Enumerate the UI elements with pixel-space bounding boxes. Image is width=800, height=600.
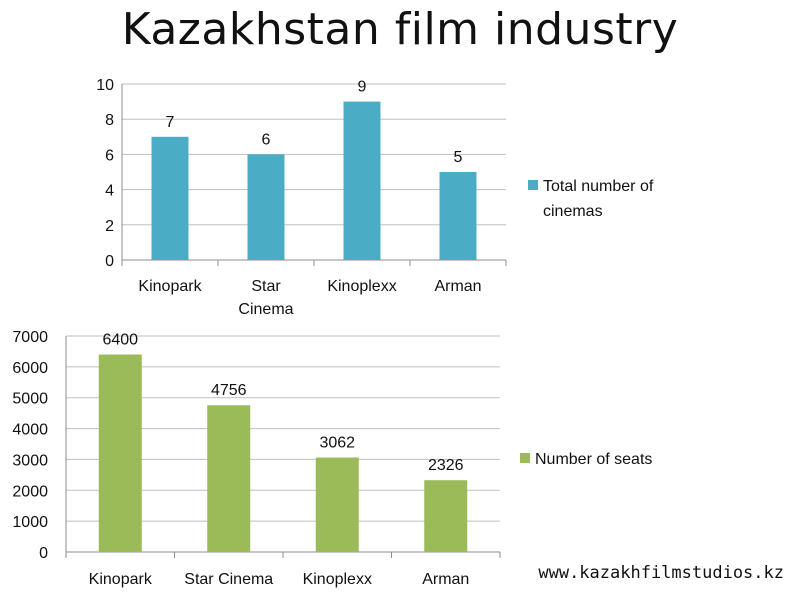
legend-label: Number of seats [535, 451, 652, 468]
slide-title: Kazakhstan film industry [121, 4, 679, 55]
y-tick-label: 6 [105, 147, 114, 164]
y-tick-label: 8 [105, 112, 114, 129]
data-label: 2326 [428, 457, 464, 474]
data-label: 9 [358, 79, 367, 96]
x-tick-label: Star [251, 278, 281, 295]
y-tick-label: 2000 [12, 483, 48, 500]
y-tick-label: 0 [39, 545, 48, 562]
x-tick-label: Kinoplexx [327, 278, 396, 295]
y-tick-label: 5000 [12, 391, 48, 408]
y-tick-label: 7000 [12, 329, 48, 346]
data-label: 3062 [319, 435, 355, 452]
x-tick-label: Kinoplexx [303, 571, 372, 588]
bar [207, 405, 251, 552]
y-tick-label: 4 [105, 183, 114, 200]
cinemas-bar-chart: 0 2 4 6 8 10 7 Kinopark 6 Star Cinema 9 Kinoplexx 5 A… [96, 77, 654, 318]
legend-label: Total number of [543, 178, 654, 195]
bar [424, 480, 468, 552]
data-label: 6400 [102, 332, 138, 349]
y-tick-label: 10 [96, 77, 114, 94]
x-tick-label: Arman [422, 571, 469, 588]
bar [151, 136, 189, 260]
x-tick-label: Cinema [238, 301, 293, 318]
x-tick-label: Star Cinema [184, 571, 273, 588]
legend-label: cinemas [543, 203, 603, 220]
data-label: 7 [166, 114, 175, 131]
data-label: 4756 [211, 382, 247, 399]
y-tick-label: 4000 [12, 422, 48, 439]
y-tick-label: 3000 [12, 452, 48, 469]
data-label: 6 [262, 131, 271, 148]
legend-swatch [528, 180, 538, 190]
bar [247, 154, 285, 260]
y-tick-label: 2 [105, 218, 114, 235]
legend-swatch [520, 453, 530, 463]
x-tick-label: Arman [434, 278, 481, 295]
bar [343, 101, 381, 260]
bar [98, 354, 142, 552]
bar [439, 172, 477, 260]
x-tick-label: Kinopark [138, 278, 202, 295]
y-tick-label: 6000 [12, 360, 48, 377]
y-tick-label: 1000 [12, 514, 48, 531]
footer-url: www.kazakhfilmstudios.kz [538, 563, 784, 583]
bar [315, 457, 359, 552]
x-tick-label: Kinopark [89, 571, 153, 588]
data-label: 5 [454, 149, 463, 166]
y-tick-label: 0 [105, 253, 114, 270]
